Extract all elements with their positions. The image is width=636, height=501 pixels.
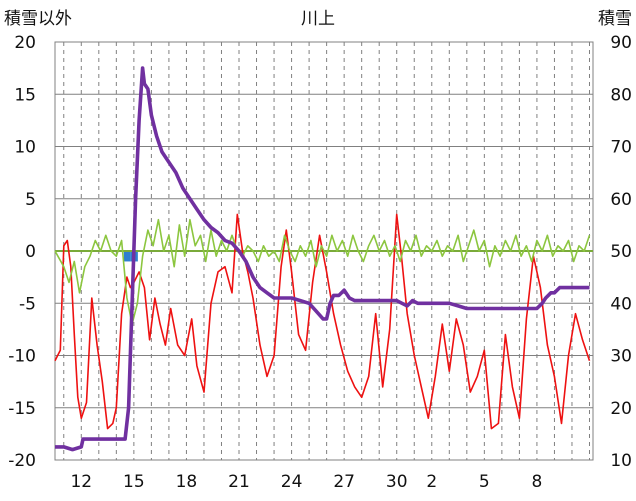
left-axis-title: 積雪以外	[4, 9, 72, 29]
right-y-tick-label: 20	[610, 399, 632, 419]
right-y-tick-label: 70	[610, 138, 632, 158]
right-y-tick-label: 30	[610, 347, 632, 367]
x-tick-label: 21	[228, 472, 250, 492]
left-y-tick-label: 5	[25, 190, 36, 210]
right-y-tick-label: 50	[610, 242, 632, 262]
left-y-tick-label: 10	[14, 138, 36, 158]
x-tick-label: 15	[123, 472, 145, 492]
x-tick-label: 8	[532, 472, 543, 492]
chart-title: 川上	[301, 9, 335, 29]
x-tick-label: 27	[333, 472, 355, 492]
left-y-tick-label: 20	[14, 33, 36, 53]
right-y-tick-label: 10	[610, 451, 632, 471]
left-y-tick-label: -5	[19, 294, 36, 314]
x-tick-label: 18	[176, 472, 198, 492]
right-axis-title: 積雪	[598, 9, 632, 29]
x-tick-label: 24	[281, 472, 303, 492]
left-y-tick-label: -10	[8, 347, 36, 367]
left-y-tick-label: -15	[8, 399, 36, 419]
x-tick-label: 12	[70, 472, 92, 492]
x-tick-label: 30	[386, 472, 408, 492]
left-y-tick-label: -20	[8, 451, 36, 471]
right-y-tick-label: 60	[610, 190, 632, 210]
right-y-tick-label: 40	[610, 294, 632, 314]
wind-line	[54, 218, 591, 325]
left-y-tick-label: 15	[14, 85, 36, 105]
precipitation-bar	[123, 251, 131, 262]
left-y-tick-label: 0	[25, 242, 36, 262]
x-tick-label: 5	[479, 472, 490, 492]
right-y-tick-label: 80	[610, 85, 632, 105]
temperature-line	[54, 213, 591, 430]
x-tick-label: 2	[426, 472, 437, 492]
snow-depth-line	[55, 66, 590, 452]
right-y-tick-label: 90	[610, 33, 632, 53]
